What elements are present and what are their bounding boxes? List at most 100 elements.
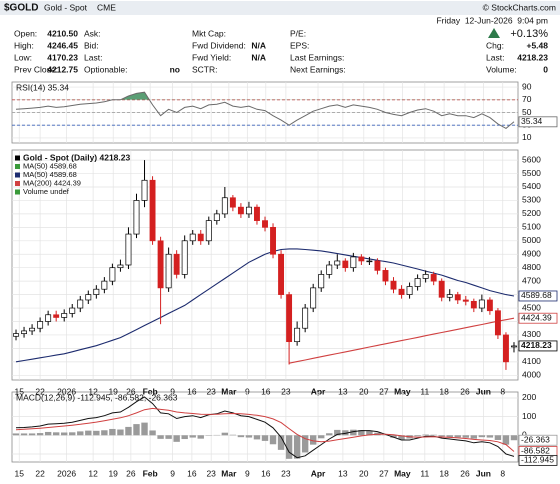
- x-tick-label: Feb: [143, 468, 158, 478]
- overbought-area: [120, 92, 150, 100]
- histogram-bar: [181, 435, 188, 440]
- legend-swatch: [15, 164, 20, 169]
- histogram-bar: [350, 429, 357, 436]
- histogram-bar: [301, 435, 309, 453]
- copyright: © StockCharts.com: [483, 2, 556, 12]
- x-tick-label: 23: [281, 468, 291, 478]
- x-tick-label: May: [394, 386, 411, 396]
- candle-body: [93, 288, 100, 295]
- candle-body: [398, 288, 405, 295]
- candle-body: [85, 294, 92, 301]
- y-tick-label: 0: [522, 430, 527, 440]
- field-value: N/A: [251, 40, 266, 50]
- indicator-label: RSI(14) 35.34: [16, 82, 69, 92]
- x-tick-label: Jun: [476, 468, 491, 478]
- x-tick-label: 12: [88, 386, 98, 396]
- field-value: no: [170, 64, 180, 74]
- candle-body: [350, 256, 357, 269]
- candle-body: [270, 226, 276, 255]
- change-percent: +0.13%: [510, 28, 548, 40]
- legend-label: Gold - Spot (Daily) 4218.23: [23, 152, 130, 162]
- x-tick-label: 16: [261, 386, 271, 396]
- field-label: Last Earnings:: [290, 52, 344, 62]
- histogram-bar: [398, 435, 405, 440]
- quote-value: 0: [543, 64, 548, 74]
- x-tick-label: 27: [379, 386, 389, 396]
- field-label: EPS:: [290, 40, 309, 50]
- candle-body: [358, 256, 365, 262]
- quote-label: Volume:: [486, 64, 517, 74]
- histogram-bar: [133, 424, 140, 436]
- x-tick-label: 13: [338, 386, 348, 396]
- candle-body: [45, 314, 52, 322]
- x-tick-label: 26: [460, 468, 470, 478]
- histogram-bar: [61, 432, 68, 436]
- histogram-bar: [125, 426, 132, 436]
- x-tick-label: 9: [170, 468, 175, 478]
- candle-body: [294, 327, 301, 343]
- histogram-bar: [157, 435, 164, 439]
- histogram-bar: [237, 435, 245, 438]
- legend-label: MA(50) 4589.68: [23, 161, 77, 170]
- histogram-bar: [221, 432, 229, 436]
- histogram-bar: [390, 435, 397, 438]
- candle-body: [278, 253, 285, 295]
- histogram-bar: [334, 429, 341, 436]
- histogram-bar: [318, 435, 325, 439]
- candle-body: [181, 240, 188, 275]
- x-tick-label: 23: [281, 386, 291, 396]
- histogram-bar: [446, 435, 453, 437]
- candle-body: [366, 260, 373, 263]
- x-tick-label: 22: [35, 386, 45, 396]
- field-label: Low:: [14, 52, 32, 62]
- line-series: [288, 317, 515, 364]
- value-tag: -86.582: [521, 446, 550, 456]
- histogram-bar: [93, 430, 100, 436]
- histogram-bar: [510, 435, 518, 441]
- candle-body: [245, 206, 252, 215]
- x-tick-label: 26: [460, 386, 470, 396]
- y-tick-label: 5500: [522, 168, 541, 178]
- x-tick-label: 23: [206, 386, 216, 396]
- line-series: [15, 396, 515, 459]
- y-tick-label: 4100: [522, 356, 541, 366]
- candle-body: [117, 264, 124, 269]
- field-label: Ask:: [84, 28, 101, 38]
- candle-body: [422, 274, 429, 279]
- candle-body: [374, 260, 381, 271]
- candle-body: [21, 330, 27, 334]
- indicator-label: MACD(12,26,9) -112.945, -86.582, -26.363: [16, 392, 178, 402]
- x-tick-label: 18: [439, 386, 449, 396]
- x-tick-label: 26: [126, 386, 136, 396]
- histogram-bar: [366, 431, 373, 436]
- histogram-bar: [101, 430, 108, 436]
- quote-value: +5.48: [526, 40, 548, 50]
- value-tag-box: [518, 312, 558, 324]
- x-tick-label: Apr: [311, 386, 326, 396]
- x-tick-label: Mar: [221, 386, 237, 396]
- x-tick-label: 8: [500, 386, 505, 396]
- histogram-bar: [229, 434, 237, 436]
- x-tick-label: 27: [379, 468, 389, 478]
- candle-body: [430, 274, 437, 282]
- y-tick-label: 5000: [522, 235, 541, 245]
- histogram-bar: [462, 435, 469, 438]
- histogram-bar: [173, 435, 180, 442]
- candle-body: [229, 197, 236, 208]
- candle-body: [414, 278, 421, 287]
- candle-body: [77, 299, 84, 309]
- histogram-bar: [77, 431, 84, 436]
- candle-body: [237, 206, 244, 215]
- value-tag-box: [518, 340, 558, 352]
- field-label: Bid:: [84, 40, 99, 50]
- candle-body: [69, 307, 76, 314]
- field-label: Fwd Yield:: [192, 52, 231, 62]
- candle-body: [213, 213, 220, 221]
- field-label: High:: [14, 40, 34, 50]
- histogram-bar: [494, 435, 502, 440]
- quote-label: Chg:: [486, 40, 504, 50]
- candle-body: [462, 299, 469, 302]
- candle-body: [286, 294, 293, 343]
- x-tick-label: 2026: [57, 468, 76, 478]
- field-label: P/E:: [290, 28, 306, 38]
